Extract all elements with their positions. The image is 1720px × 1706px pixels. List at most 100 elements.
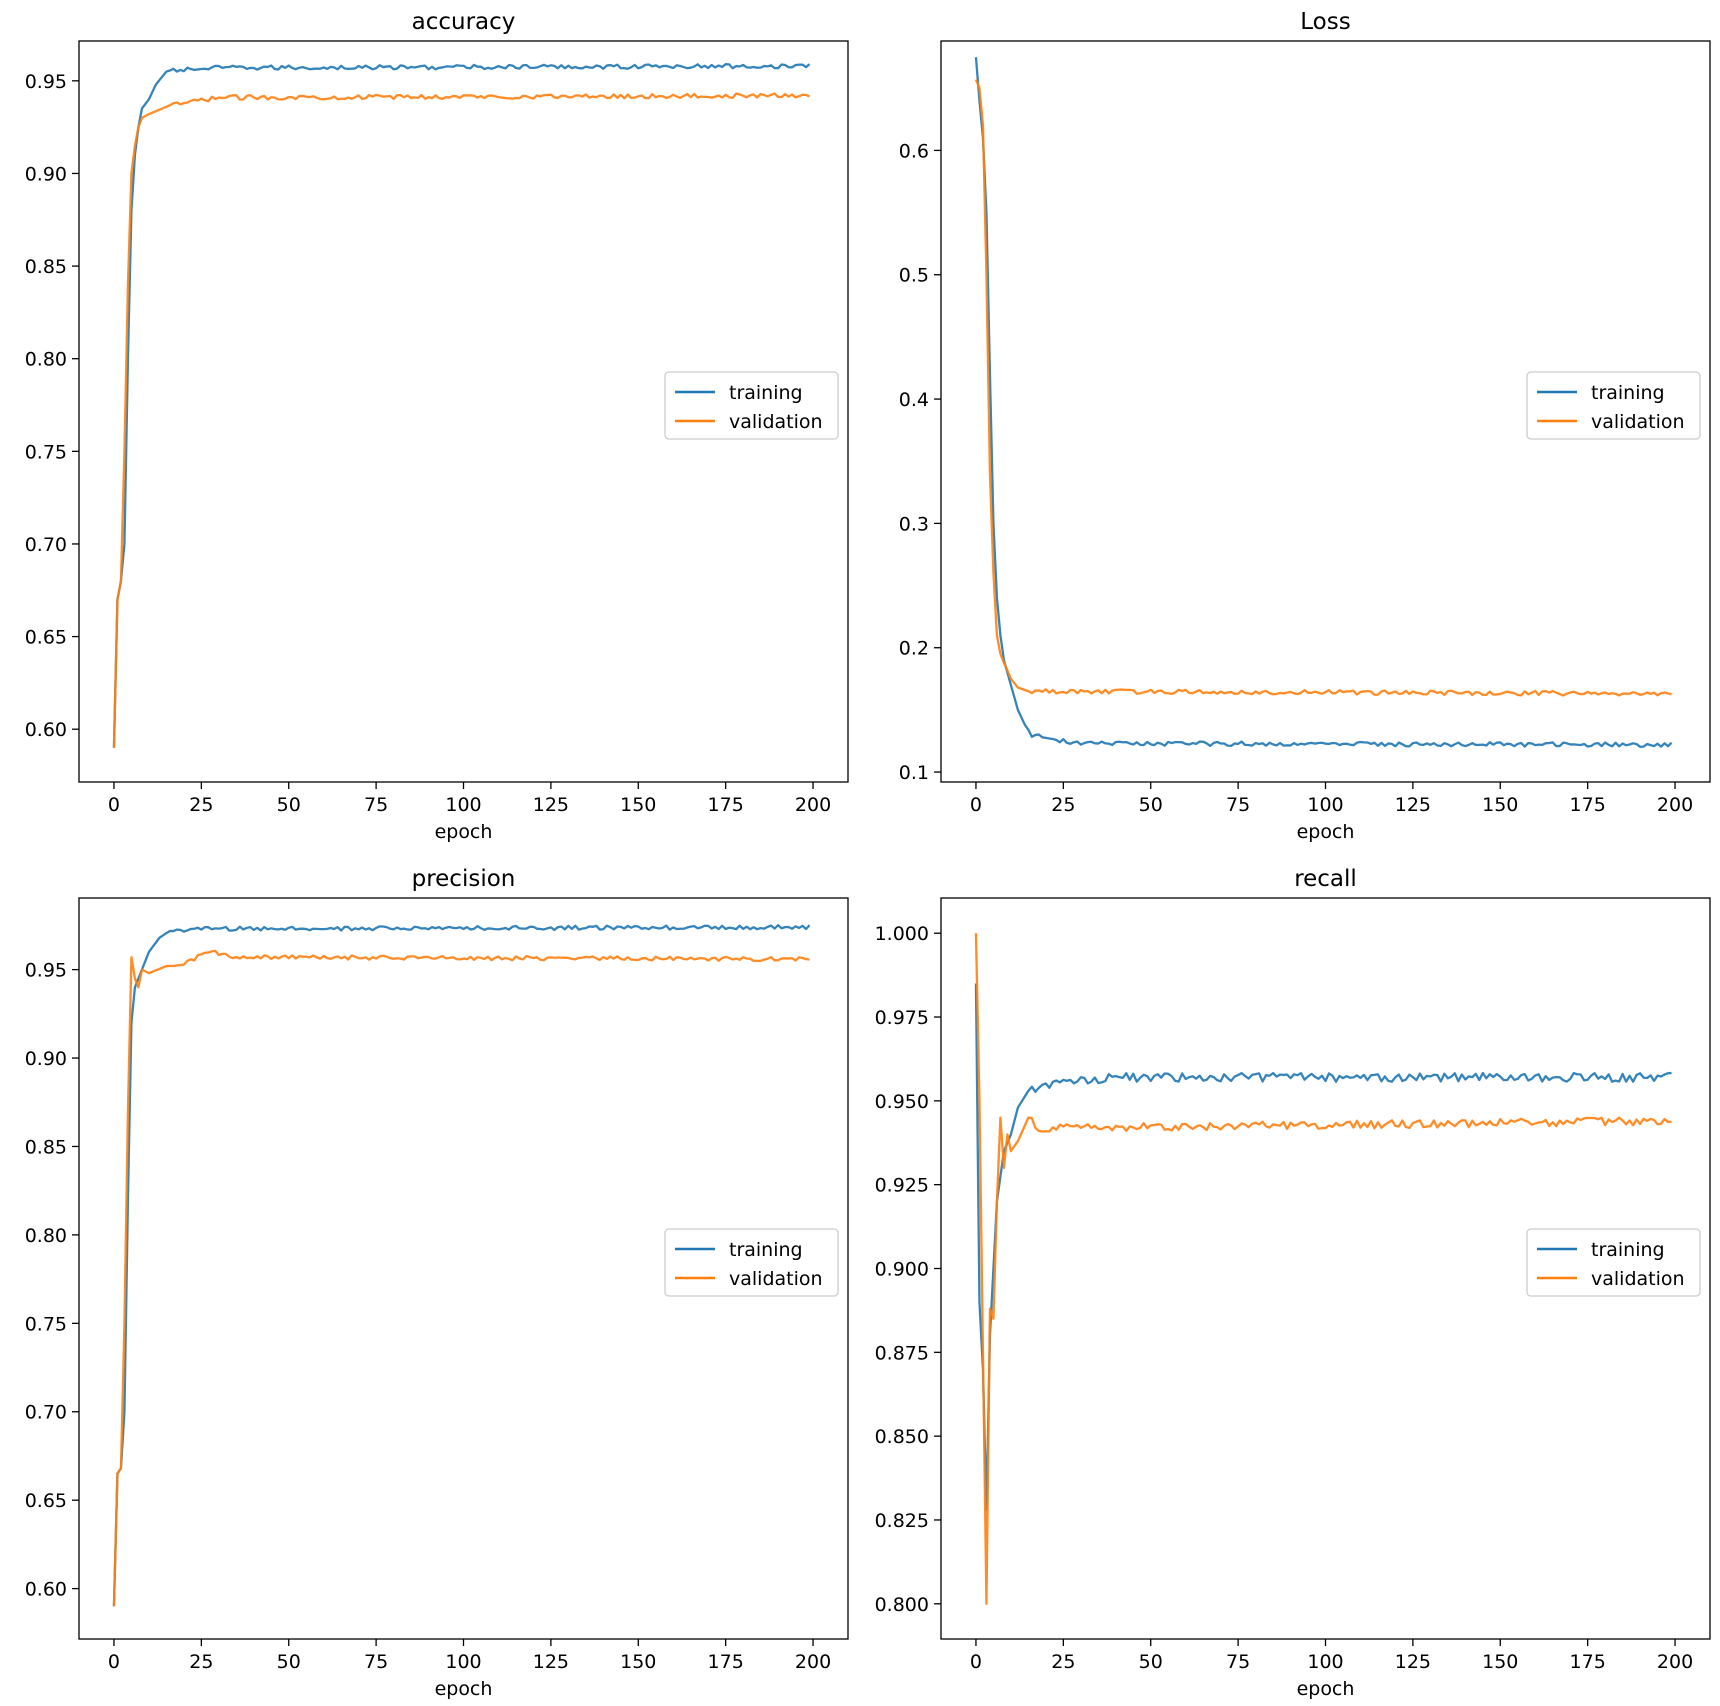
x-axis-label: epoch <box>435 821 493 843</box>
chart-accuracy: accuracy 0 25 50 75 100 125 150 175 200 0.60 0.65 0.… <box>25 9 849 843</box>
y-tick-label: 0.65 <box>25 1490 67 1512</box>
chart-recall: recall 0 25 50 75 100 125 150 175 200 0.800 0.825 0.… <box>875 866 1711 1700</box>
x-tick-label: 25 <box>189 794 213 816</box>
legend-label-training: training <box>1591 382 1665 404</box>
y-tick-label: 1.000 <box>875 923 929 945</box>
y-tick-label: 0.95 <box>25 71 67 93</box>
x-tick-label: 200 <box>1657 794 1693 816</box>
x-tick-label: 50 <box>277 794 301 816</box>
y-tick-label: 0.1 <box>899 762 929 784</box>
x-tick-label: 125 <box>1395 1651 1431 1673</box>
chart-precision: precision 0 25 50 75 100 125 150 175 200 0.60 0.65 0… <box>25 866 849 1700</box>
x-tick-label: 150 <box>1482 794 1518 816</box>
y-tick-label: 0.3 <box>899 513 929 535</box>
x-tick-label: 0 <box>970 1651 982 1673</box>
y-tick-label: 0.800 <box>875 1594 929 1616</box>
y-tick-label: 0.875 <box>875 1342 929 1364</box>
y-tick-label: 0.60 <box>25 719 67 741</box>
y-tick-label: 0.4 <box>899 389 929 411</box>
x-tick-label: 50 <box>277 1651 301 1673</box>
legend-label-validation: validation <box>729 411 823 433</box>
series-line-validation <box>112 92 810 748</box>
y-tick-label: 0.80 <box>25 349 67 371</box>
x-tick-label: 175 <box>708 1651 744 1673</box>
y-tick-label: 0.925 <box>875 1175 929 1197</box>
x-tick-label: 100 <box>1307 794 1343 816</box>
x-tick-label: 75 <box>1226 1651 1250 1673</box>
x-tick-label: 100 <box>445 1651 481 1673</box>
x-tick-label: 100 <box>1307 1651 1343 1673</box>
x-tick-label: 75 <box>364 1651 388 1673</box>
y-tick-label: 0.85 <box>25 1136 67 1158</box>
x-axis-label: epoch <box>435 1678 493 1700</box>
y-tick-label: 0.6 <box>899 140 929 162</box>
legend-label-validation: validation <box>729 1268 823 1290</box>
chart-title: recall <box>1294 866 1357 892</box>
x-tick-label: 100 <box>445 794 481 816</box>
x-tick-label: 0 <box>970 794 982 816</box>
x-tick-label: 125 <box>1395 794 1431 816</box>
chart-loss: Loss 0 25 50 75 100 125 150 175 200 0.1 0.2 0.3 0.4 0.… <box>899 9 1711 843</box>
x-tick-label: 200 <box>795 794 831 816</box>
y-tick-label: 0.5 <box>899 265 929 287</box>
y-tick-label: 0.900 <box>875 1259 929 1281</box>
legend: training validation <box>664 1228 839 1297</box>
y-tick-label: 0.825 <box>875 1510 929 1532</box>
x-tick-label: 50 <box>1139 1651 1163 1673</box>
x-tick-label: 0 <box>108 1651 120 1673</box>
x-tick-label: 50 <box>1139 794 1163 816</box>
legend: training validation <box>664 371 839 440</box>
y-tick-label: 0.950 <box>875 1091 929 1113</box>
y-tick-label: 0.975 <box>875 1007 929 1029</box>
x-tick-label: 125 <box>533 794 569 816</box>
y-tick-label: 0.60 <box>25 1579 67 1601</box>
x-axis-label: epoch <box>1297 821 1355 843</box>
legend: training validation <box>1526 1228 1701 1297</box>
legend-label-validation: validation <box>1591 1268 1685 1290</box>
x-tick-label: 25 <box>1051 1651 1075 1673</box>
y-tick-label: 0.85 <box>25 256 67 278</box>
x-tick-label: 150 <box>620 1651 656 1673</box>
legend-label-training: training <box>1591 1239 1665 1261</box>
y-tick-label: 0.65 <box>25 627 67 649</box>
x-tick-label: 175 <box>708 794 744 816</box>
x-tick-label: 150 <box>1482 1651 1518 1673</box>
x-tick-label: 25 <box>1051 794 1075 816</box>
x-tick-label: 0 <box>108 794 120 816</box>
y-tick-label: 0.90 <box>25 1048 67 1070</box>
x-tick-label: 175 <box>1570 794 1606 816</box>
y-tick-label: 0.70 <box>25 534 67 556</box>
y-tick-label: 0.90 <box>25 163 67 185</box>
legend-label-validation: validation <box>1591 411 1685 433</box>
series-line-training <box>974 983 1672 1512</box>
legend-label-training: training <box>729 382 803 404</box>
y-tick-label: 0.850 <box>875 1426 929 1448</box>
x-tick-label: 175 <box>1570 1651 1606 1673</box>
chart-title: precision <box>412 866 516 892</box>
series-line-training <box>112 924 811 1607</box>
series-line-training <box>112 63 811 748</box>
series-line-training <box>974 57 1673 748</box>
x-tick-label: 200 <box>1657 1651 1693 1673</box>
series-line-validation <box>974 79 1672 697</box>
y-tick-label: 0.95 <box>25 960 67 982</box>
x-tick-label: 200 <box>795 1651 831 1673</box>
x-tick-label: 75 <box>1226 794 1250 816</box>
x-axis-label: epoch <box>1297 1678 1355 1700</box>
legend-label-training: training <box>729 1239 803 1261</box>
y-tick-label: 0.2 <box>899 638 929 660</box>
x-tick-label: 125 <box>533 1651 569 1673</box>
y-tick-label: 0.75 <box>25 441 67 463</box>
legend: training validation <box>1526 371 1701 440</box>
y-tick-label: 0.75 <box>25 1313 67 1335</box>
series-line-validation <box>112 949 810 1607</box>
x-tick-label: 75 <box>364 794 388 816</box>
chart-title: Loss <box>1300 9 1350 35</box>
series-line-validation <box>974 933 1672 1605</box>
y-tick-label: 0.80 <box>25 1225 67 1247</box>
y-tick-label: 0.70 <box>25 1402 67 1424</box>
chart-title: accuracy <box>412 9 516 35</box>
x-tick-label: 25 <box>189 1651 213 1673</box>
x-tick-label: 150 <box>620 794 656 816</box>
